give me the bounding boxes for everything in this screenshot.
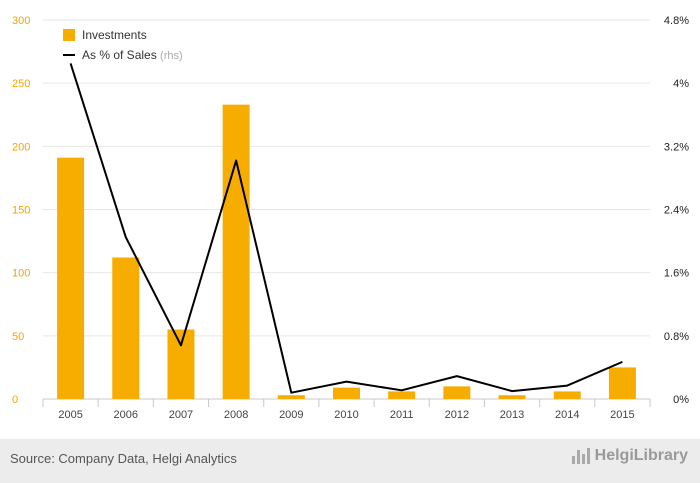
library-icon: [571, 448, 590, 464]
bar: [388, 391, 416, 399]
x-tick-label: 2014: [555, 409, 579, 421]
x-tick-label: 2013: [500, 409, 524, 421]
y-left-tick-label: 150: [12, 205, 30, 217]
legend-label-pct-sales: As % of Sales (rhs): [82, 48, 183, 62]
y-right-tick-label: 4%: [673, 78, 689, 90]
legend-swatch-investments: [63, 29, 75, 41]
y-left-tick-label: 100: [12, 268, 30, 280]
y-right-tick-label: 0%: [673, 394, 689, 406]
bar: [553, 391, 581, 399]
bar: [167, 329, 195, 399]
y-left-tick-label: 0: [12, 394, 18, 406]
y-right-tick-label: 3.2%: [664, 141, 689, 153]
y-right-tick-label: 4.8%: [664, 15, 689, 27]
x-tick-label: 2015: [610, 409, 634, 421]
bar: [608, 367, 636, 399]
x-tick-label: 2010: [334, 409, 358, 421]
source-note: Source: Company Data, Helgi Analytics: [10, 451, 237, 466]
brand-name: HelgiLibrary: [594, 447, 688, 464]
x-tick-label: 2005: [58, 409, 82, 421]
bar: [57, 157, 85, 399]
bar: [498, 395, 526, 399]
bar: [333, 387, 360, 399]
y-right-tick-label: 1.6%: [664, 268, 689, 280]
bar: [112, 257, 140, 399]
y-right-tick-label: 0.8%: [664, 331, 689, 343]
chart-plot: 0 50 100 150 200 250 300 0% 0.8% 1.6% 2.4% 3.2% 4% 4.…: [12, 15, 689, 421]
y-right-tick-label: 2.4%: [664, 205, 689, 217]
x-tick-label: 2006: [114, 409, 138, 421]
bar: [443, 386, 471, 399]
bar: [277, 395, 305, 399]
x-tick-label: 2012: [445, 409, 469, 421]
y-left-tick-label: 50: [12, 331, 24, 343]
y-left-tick-label: 300: [12, 15, 30, 27]
x-tick-label: 2008: [224, 409, 248, 421]
bar: [222, 104, 250, 399]
footer-bar: Source: Company Data, Helgi Analytics He…: [0, 439, 700, 483]
legend-label-investments: Investments: [82, 28, 147, 42]
y-left-tick-label: 200: [12, 141, 30, 153]
brand-logo: HelgiLibrary: [571, 447, 688, 465]
y-left-tick-label: 250: [12, 78, 30, 90]
x-tick-label: 2009: [279, 409, 303, 421]
x-tick-label: 2007: [169, 409, 193, 421]
x-tick-label: 2011: [390, 409, 414, 421]
line-series-pct-of-sales: [69, 63, 623, 394]
